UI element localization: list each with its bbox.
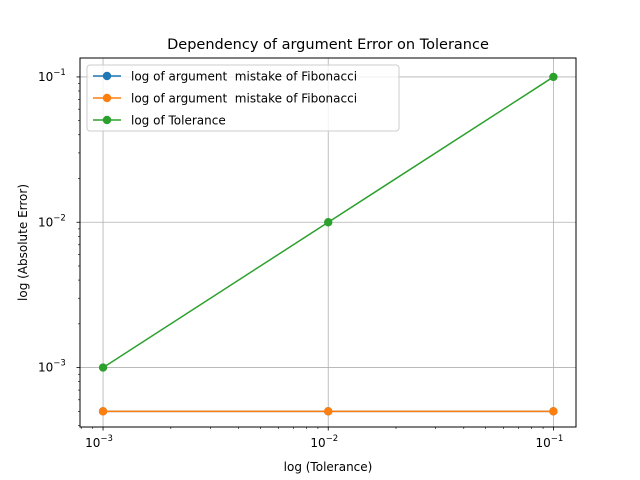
plot-series [98,72,558,416]
x-tick-label: 10−2 [310,434,338,450]
x-axis-label: log (Tolerance) [284,460,373,474]
legend-swatch-marker [102,115,112,125]
legend-box [86,64,400,132]
y-tick-label: 10−1 [38,68,66,84]
data-point [549,72,558,82]
data-point [549,407,558,416]
series-3 [98,72,558,372]
axis-ticks: 10−3 10−2 10−1 10−3 10−2 10−1 [38,68,563,450]
y-axis-label: log (Absolute Error) [16,184,30,301]
chart-title: Dependency of argument Error on Toleranc… [167,37,489,53]
y-tick-label: 10−2 [38,213,66,229]
legend-item: log of argument mistake of Fibonacci [93,92,357,106]
x-tick-label: 10−1 [535,434,563,450]
x-tick-label: 10−3 [85,434,113,450]
data-point [324,407,333,416]
legend-label: log of argument mistake of Fibonacci [131,92,357,106]
legend-item: log of argument mistake of Fibonacci [93,70,357,84]
data-point [98,363,108,372]
legend-label: log of Tolerance [131,114,226,128]
data-point [98,407,108,416]
legend-swatch-marker [102,93,112,103]
data-point [324,218,333,227]
legend-item: log of Tolerance [93,114,226,128]
legend-swatch-marker [102,71,112,81]
legend-label: log of argument mistake of Fibonacci [131,70,357,84]
series-2 [98,407,558,416]
legend: log of argument mistake of Fibonacci log … [86,64,400,132]
y-tick-label: 10−3 [38,359,66,375]
